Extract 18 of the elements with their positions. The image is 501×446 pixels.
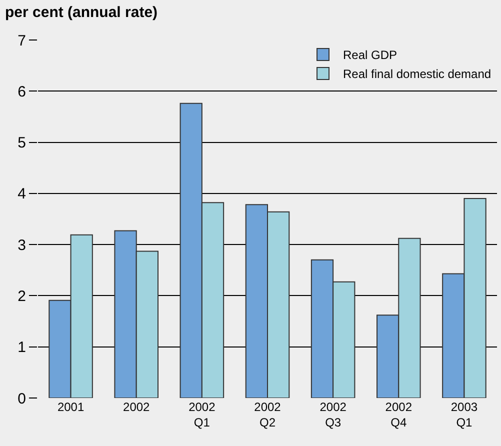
x-tick-label: 2002 Q2 bbox=[254, 400, 282, 430]
y-tick-label: 3 bbox=[18, 236, 26, 254]
legend-label: Real final domestic demand bbox=[343, 67, 492, 82]
x-tick-label: 2002 bbox=[123, 400, 150, 414]
y-tick-label: 5 bbox=[18, 134, 26, 152]
y-tick-label: 6 bbox=[18, 83, 26, 100]
chart-title: per cent (annual rate) bbox=[5, 4, 158, 22]
x-tick-label: 2002 Q4 bbox=[385, 400, 412, 430]
y-tick-label: 4 bbox=[18, 186, 26, 203]
y-tick-label: 2 bbox=[18, 288, 26, 305]
x-tick-label: 2003 Q1 bbox=[450, 400, 478, 430]
y-tick-label: 0 bbox=[18, 390, 26, 408]
y-tick-label: 1 bbox=[18, 339, 26, 356]
x-tick-label: 2001 bbox=[57, 400, 84, 414]
legend-label: Real GDP bbox=[343, 48, 398, 62]
x-tick-label: 2002 Q1 bbox=[188, 400, 216, 430]
x-tick-label: 2002 Q3 bbox=[320, 400, 347, 430]
y-tick-label: 7 bbox=[18, 32, 26, 50]
